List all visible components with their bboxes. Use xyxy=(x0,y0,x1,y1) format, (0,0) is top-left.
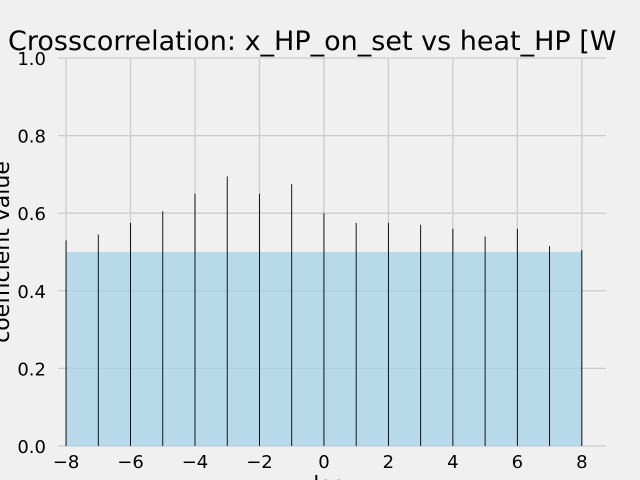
x-tick-label: 8 xyxy=(576,452,587,473)
y-axis-label: coefficient value xyxy=(0,161,15,343)
y-tick-label: 0.0 xyxy=(17,437,46,458)
x-tick-label: 2 xyxy=(383,452,394,473)
x-tick-label: −2 xyxy=(246,452,273,473)
y-tick-labels: 0.0 0.2 0.4 0.6 0.8 1.0 xyxy=(17,49,46,458)
y-tick-label: 0.6 xyxy=(17,204,46,225)
x-tick-label: 0 xyxy=(318,452,329,473)
lag-bars xyxy=(65,176,583,446)
y-tick-label: 0.8 xyxy=(17,127,46,148)
x-tick-labels: −8 −6 −4 −2 0 2 4 6 8 xyxy=(53,452,588,473)
y-tick-label: 1.0 xyxy=(17,49,46,70)
x-tick-label: −8 xyxy=(53,452,80,473)
x-tick-label: 4 xyxy=(447,452,458,473)
y-tick-label: 0.2 xyxy=(17,359,46,380)
x-tick-label: 6 xyxy=(512,452,523,473)
y-tick-label: 0.4 xyxy=(17,282,46,303)
x-tick-label: −6 xyxy=(117,452,144,473)
chart-title: Crosscorrelation: x_HP_on_set vs heat_HP… xyxy=(8,26,617,57)
x-tick-label: −4 xyxy=(182,452,209,473)
x-axis-label: lag xyxy=(313,473,347,480)
